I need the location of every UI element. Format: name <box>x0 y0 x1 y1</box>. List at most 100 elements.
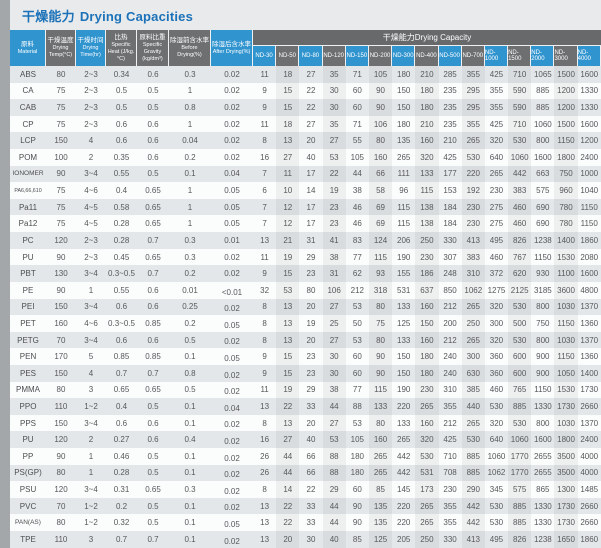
capacity-cell: 320 <box>415 431 439 449</box>
capacity-cell: 885 <box>461 464 485 482</box>
before-drying-cell: 0.1 <box>184 534 196 544</box>
column-header-zh: 除湿前含水率 <box>170 37 209 45</box>
group-header: 干燥能力Drying Capacity <box>253 30 601 46</box>
capacity-cell: 1150 <box>554 315 578 332</box>
specific-gravity-cell: 0.5 <box>147 468 159 478</box>
capacity-cell: 66 <box>368 165 393 183</box>
capacity-cell: 1060 <box>508 431 532 449</box>
capacity-cell: 885 <box>508 514 532 532</box>
drying-time-cell: 3~4 <box>84 418 98 428</box>
capacity-cell: 885 <box>536 103 550 113</box>
before-drying-cell: 0.1 <box>184 401 196 411</box>
capacity-cell: 115 <box>397 219 411 229</box>
specific-heat-cell: 0.85 <box>113 352 130 362</box>
drying-time-cell: 4 <box>88 368 94 378</box>
column-header-zh: 除湿后含水率 <box>212 40 251 48</box>
column-header-zh: 干燥时间 <box>77 37 104 45</box>
before-drying-cell: 0.1 <box>184 468 196 478</box>
drying-time-cell: 1~2 <box>84 501 98 511</box>
capacity-cell: 15 <box>276 265 300 282</box>
capacity-cell: 150 <box>397 352 411 362</box>
specific-gravity-cell: 0.65 <box>145 219 161 229</box>
capacity-cell: 442 <box>461 514 485 532</box>
capacity-cell: 930 <box>536 269 550 279</box>
capacity-cell: 150 <box>397 368 411 378</box>
column-header-en: Drying Temp(°C) <box>48 45 73 59</box>
drying-temp-cell: 75 <box>56 86 66 96</box>
capacity-cell: 23 <box>322 215 346 233</box>
capacity-cell: 1860 <box>580 534 599 544</box>
before-drying-cell: 0.4 <box>184 435 196 445</box>
capacity-cell: 13 <box>276 331 300 349</box>
capacity-cell: 41 <box>322 232 346 249</box>
nd-column-header: ND-500 <box>438 46 462 66</box>
capacity-cell: 35 <box>322 66 346 83</box>
capacity-cell: 530 <box>489 401 504 411</box>
drying-time-cell: 2~3 <box>84 69 98 79</box>
material-cell: PAN(AS) <box>15 519 41 527</box>
capacity-cell: 275 <box>489 219 504 229</box>
material-cell: PU <box>22 252 34 262</box>
drying-temp-cell: 70 <box>56 501 66 511</box>
drying-temp-cell: 120 <box>54 235 68 245</box>
specific-heat-cell: 0.5 <box>115 103 128 113</box>
capacity-cell: 460 <box>489 385 504 395</box>
capacity-cell: 2660 <box>580 501 599 511</box>
capacity-cell: 1030 <box>554 298 578 316</box>
capacity-cell: 265 <box>415 497 439 515</box>
capacity-cell: 30 <box>322 348 346 365</box>
capacity-cell: 90 <box>352 518 362 528</box>
drying-time-cell: 2~3 <box>84 252 98 262</box>
material-cell: TPE <box>20 534 36 544</box>
drying-time-cell: 1 <box>88 285 94 295</box>
material-cell: PPS <box>19 418 36 428</box>
capacity-cell: 58 <box>368 182 393 199</box>
specific-heat-cell: 0.3~0.5 <box>108 269 135 279</box>
capacity-cell: 265 <box>368 448 393 465</box>
capacity-cell: 11 <box>260 385 269 395</box>
capacity-cell: 637 <box>415 281 439 299</box>
drying-time-cell: 3~4 <box>84 485 98 495</box>
drying-temp-cell: 150 <box>54 368 68 378</box>
capacity-cell: 1100 <box>554 265 578 282</box>
specific-heat-cell: 0.32 <box>113 518 130 528</box>
capacity-cell: 71 <box>352 69 362 79</box>
capacity-cell: 115 <box>415 182 439 199</box>
after-drying-cell: 0.01 <box>224 235 240 245</box>
column-header-zh: 原料比重 <box>139 33 166 41</box>
capacity-cell: 125 <box>397 318 411 328</box>
specific-gravity-cell: 0.85 <box>145 318 161 328</box>
drying-time-cell: 2~3 <box>84 86 98 96</box>
capacity-cell: 8 <box>262 136 267 146</box>
capacity-cell: 22 <box>276 497 300 515</box>
drying-temp-cell: 100 <box>54 152 68 162</box>
capacity-cell: 495 <box>489 235 504 245</box>
capacity-cell: 192 <box>461 182 485 199</box>
drying-temp-cell: 150 <box>54 418 68 428</box>
page-content: 干燥能力 Drying Capacities 原料 Material 干燥温度 Dryi… <box>10 0 601 548</box>
capacity-cell: 690 <box>536 219 550 229</box>
capacity-cell: 180 <box>350 451 365 461</box>
capacity-cell: 212 <box>443 302 457 312</box>
capacity-cell: 19 <box>322 182 346 199</box>
column-header-en: After Drying(%) <box>212 48 251 55</box>
capacity-cell: 750 <box>536 318 550 328</box>
specific-heat-cell: 0.6 <box>115 119 128 129</box>
material-cell: PE <box>22 285 34 295</box>
capacity-cell: 1050 <box>554 364 578 382</box>
capacity-cell: 13 <box>276 315 300 332</box>
specific-gravity-cell: 0.7 <box>147 368 159 378</box>
capacity-cell: 85 <box>368 481 393 498</box>
capacity-cell: 80 <box>368 298 393 316</box>
capacity-cell: 460 <box>508 198 532 216</box>
before-drying-cell: 0.01 <box>182 285 198 295</box>
capacity-cell: 3600 <box>554 281 578 299</box>
capacity-cell: 25 <box>322 315 346 332</box>
specific-heat-cell: 0.3~0.5 <box>108 318 135 328</box>
capacity-cell: 1730 <box>580 385 599 395</box>
drying-temp-cell: 70 <box>56 335 66 345</box>
before-drying-cell: 1 <box>187 186 193 196</box>
capacity-cell: 19 <box>276 248 300 266</box>
capacity-cell: 26 <box>260 468 270 478</box>
material-cell: Pa11 <box>18 202 38 212</box>
